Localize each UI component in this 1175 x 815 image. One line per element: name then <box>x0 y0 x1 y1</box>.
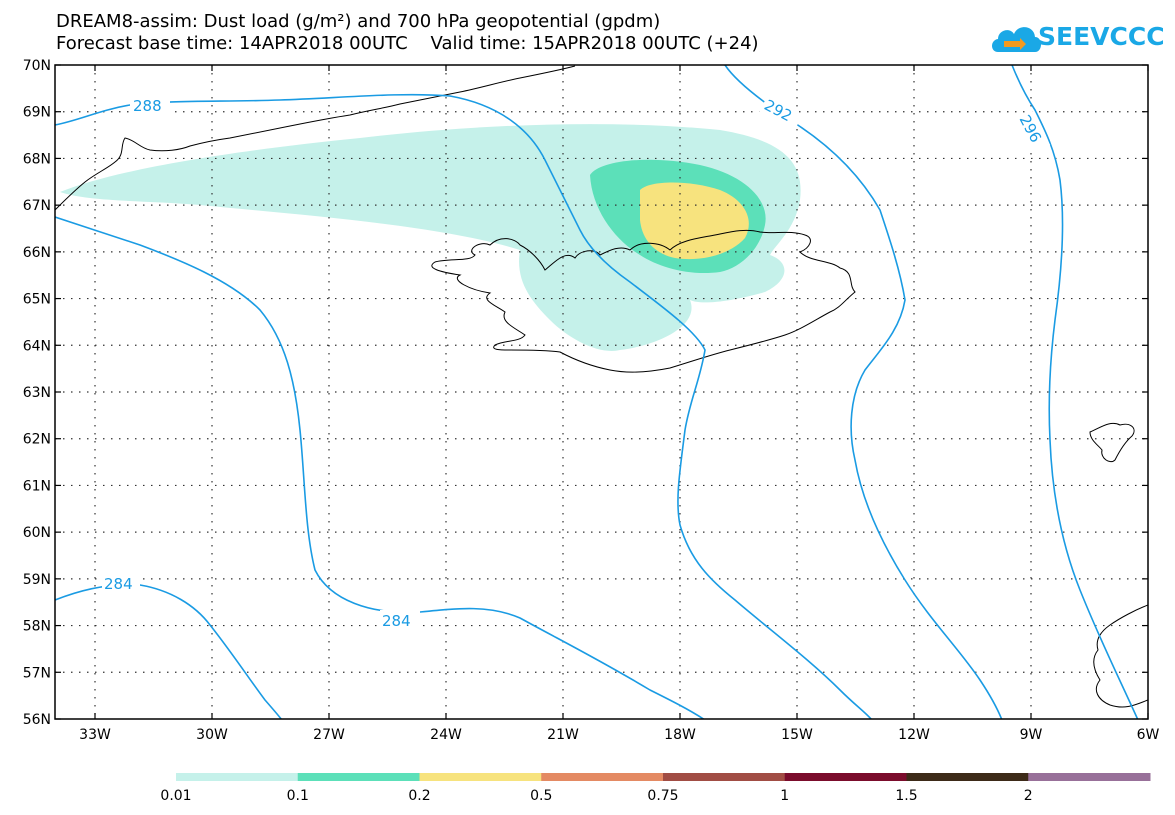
contour-label-284-a: 284 <box>104 575 133 593</box>
longitude-labels: 33W 30W 27W 24W 21W 18W 15W 12W 9W 6W <box>79 727 1159 743</box>
colorbar-segment <box>784 773 907 781</box>
scotland-coastline <box>1093 604 1148 708</box>
map-subtitle: Forecast base time: 14APR2018 00UTC Vali… <box>56 33 759 54</box>
lon-label: 30W <box>196 727 228 743</box>
lat-label: 68N <box>23 151 51 167</box>
colorbar-segment <box>541 773 664 781</box>
lon-label: 9W <box>1020 727 1043 743</box>
axis-ticks <box>55 64 1149 720</box>
colorbar-segment <box>663 773 786 781</box>
contour-284-lower <box>55 583 283 719</box>
geopotential-contours <box>55 65 1139 719</box>
colorbar-segment <box>1028 773 1151 781</box>
dust-region-high <box>640 182 749 260</box>
lat-label: 66N <box>23 245 51 261</box>
lon-label: 6W <box>1137 727 1160 743</box>
colorbar-segment <box>176 773 299 781</box>
greenland-coastline <box>55 65 576 211</box>
lon-label: 18W <box>664 727 696 743</box>
colorbar-label: 0.5 <box>530 788 552 804</box>
cloud-logo-icon <box>992 27 1041 52</box>
lat-label: 63N <box>23 385 51 401</box>
colorbar-label: 2 <box>1024 788 1033 804</box>
colorbar-label: 1 <box>780 788 789 804</box>
colorbar-label: 0.1 <box>287 788 309 804</box>
colorbar-segment <box>297 773 420 781</box>
lat-label: 64N <box>23 338 51 354</box>
latitude-labels: 70N 69N 68N 67N 66N 65N 64N 63N 62N 61N 60N 59N 58N 5… <box>23 58 51 728</box>
colorbar-labels: 0.01 0.1 0.2 0.5 0.75 1 1.5 2 <box>160 788 1032 804</box>
colorbar-label: 0.2 <box>408 788 430 804</box>
faroe-islands-coastline <box>1089 422 1135 463</box>
colorbar-label: 0.75 <box>647 788 678 804</box>
colorbar-segment <box>906 773 1029 781</box>
lat-label: 58N <box>23 619 51 635</box>
lat-label: 59N <box>23 572 51 588</box>
contour-296 <box>1011 65 1139 719</box>
lon-label: 33W <box>79 727 111 743</box>
lon-label: 12W <box>898 727 930 743</box>
contour-label-284-b: 284 <box>382 612 411 630</box>
contour-284-left <box>55 216 705 719</box>
iceland-coastline <box>431 229 856 373</box>
logo-text: SEEVCCC <box>1038 22 1165 51</box>
lat-label: 69N <box>23 105 51 121</box>
lat-label: 56N <box>23 712 51 728</box>
lat-label: 57N <box>23 665 51 681</box>
lat-label: 61N <box>23 478 51 494</box>
contour-label-288: 288 <box>133 97 162 115</box>
colorbar-label: 0.01 <box>160 788 191 804</box>
colorbar-segment <box>419 773 542 781</box>
lon-label: 21W <box>547 727 579 743</box>
lon-label: 15W <box>781 727 813 743</box>
lat-label: 70N <box>23 58 51 74</box>
lat-label: 62N <box>23 432 51 448</box>
lat-label: 67N <box>23 198 51 214</box>
map-title: DREAM8-assim: Dust load (g/m²) and 700 h… <box>56 11 661 32</box>
map-plot-area <box>55 65 1148 719</box>
contour-288 <box>55 93 873 719</box>
colorbar <box>176 773 1151 781</box>
lat-label: 65N <box>23 292 51 308</box>
contour-label-group: 288 292 296 284 284 <box>102 95 1051 630</box>
lon-label: 24W <box>430 727 462 743</box>
contour-292 <box>724 65 1003 719</box>
colorbar-label: 1.5 <box>895 788 917 804</box>
lat-label: 60N <box>23 525 51 541</box>
lon-label: 27W <box>313 727 345 743</box>
